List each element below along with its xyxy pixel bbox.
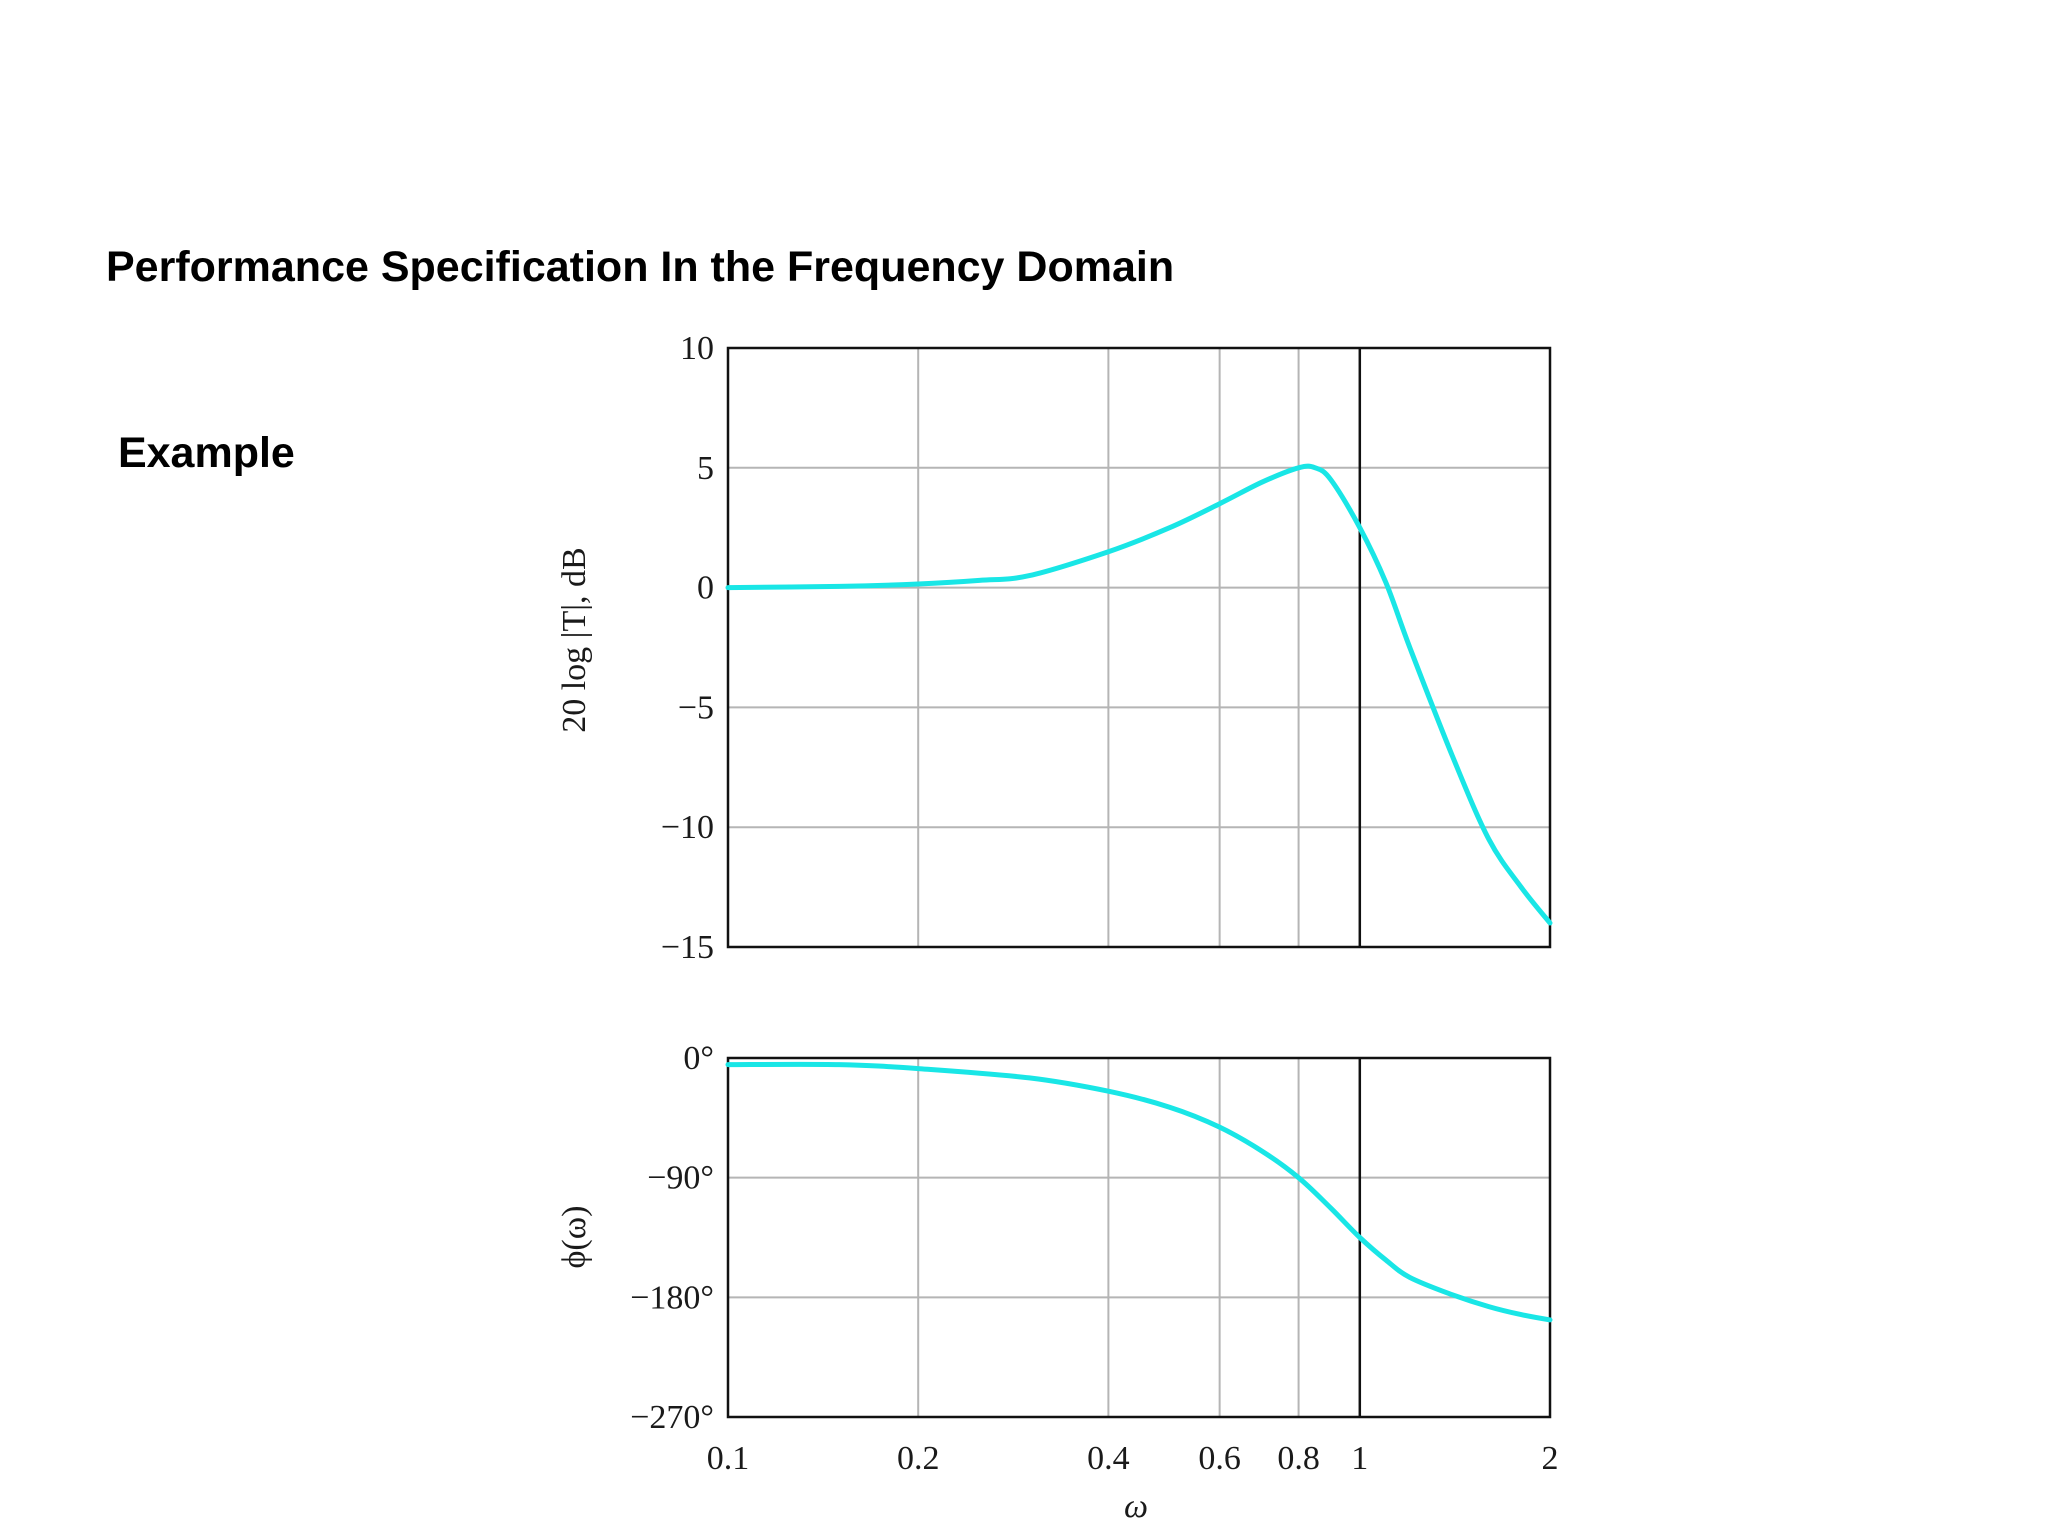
phase-y-tick-label: −90° <box>647 1160 714 1197</box>
phase-x-tick-label: 1 <box>1351 1440 1368 1477</box>
slide-title-line1: Performance Specification In the Frequen… <box>106 243 1175 291</box>
mag-y-tick-label: 5 <box>697 450 714 487</box>
mag-y-tick-label: −15 <box>661 929 714 966</box>
mag-y-tick-label: −10 <box>661 809 714 846</box>
slide-title-line2: Example <box>106 429 295 477</box>
phase-y-tick-label: −270° <box>630 1399 714 1436</box>
phase-panel: 0° −90° −180° −270° ϕ(ω) 0.1 0.2 0.4 0.6 0.8 1 2 ω <box>556 1040 1559 1525</box>
phase-x-tick-label: 0.2 <box>897 1440 940 1477</box>
magnitude-panel: 10 5 0 −5 −10 −15 20 log |T|, dB <box>556 330 1553 966</box>
phase-plot-frame <box>726 1056 1552 1419</box>
phase-y-axis-label: ϕ(ω) <box>556 1206 593 1269</box>
mag-y-tick-label: 0 <box>697 570 714 607</box>
mag-y-tick-label: 10 <box>680 330 714 367</box>
phase-x-tick-label: 0.4 <box>1087 1440 1130 1477</box>
phase-x-axis-label: ω <box>1124 1488 1148 1525</box>
slide-title: Performance Specification In the Frequen… <box>106 112 1174 546</box>
mag-y-axis-label: 20 log |T|, dB <box>556 547 593 733</box>
phase-x-tick-label: 0.8 <box>1277 1440 1320 1477</box>
phase-y-tick-label: 0° <box>683 1040 714 1077</box>
mag-y-tick-label: −5 <box>678 689 714 726</box>
phase-y-tick-label: −180° <box>630 1279 714 1316</box>
phase-x-tick-label: 2 <box>1542 1440 1559 1477</box>
phase-series-line-0 <box>725 1061 1553 1323</box>
mag-plot-frame <box>726 346 1552 949</box>
phase-x-tick-label: 0.6 <box>1198 1440 1241 1477</box>
phase-x-tick-label: 0.1 <box>707 1440 750 1477</box>
mag-series-line-0 <box>725 463 1553 926</box>
